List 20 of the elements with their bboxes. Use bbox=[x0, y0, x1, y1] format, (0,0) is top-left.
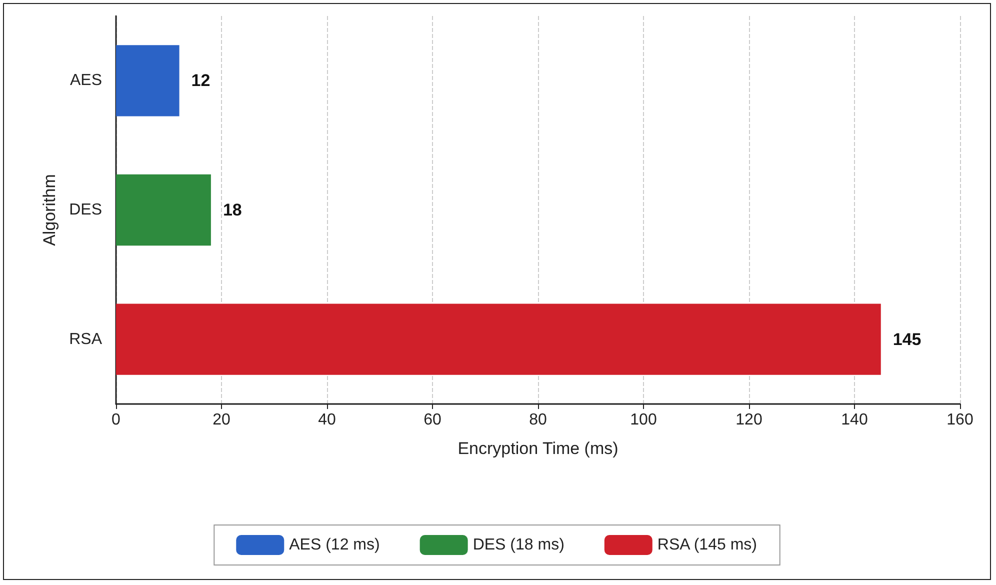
x-tick-label: 20 bbox=[212, 412, 230, 428]
x-tick-label: 80 bbox=[529, 412, 547, 428]
data-label: 12 bbox=[191, 71, 210, 90]
y-tick-label: AES bbox=[70, 72, 102, 90]
x-tick-label: 40 bbox=[318, 412, 336, 428]
x-tick-label: 140 bbox=[841, 412, 868, 428]
data-label: 145 bbox=[892, 330, 922, 349]
x-tick-label: 100 bbox=[630, 412, 657, 428]
legend-label: DES (18 ms) bbox=[472, 536, 564, 554]
y-tick-label: RSA bbox=[69, 330, 102, 348]
data-label: 18 bbox=[222, 200, 242, 220]
x-tick-label: 0 bbox=[112, 412, 121, 428]
x-tick-label: 120 bbox=[736, 412, 762, 428]
y-tick-label: DES bbox=[69, 202, 102, 218]
legend-label: AES (12 ms) bbox=[289, 536, 380, 554]
y-axis-title: Algorithm bbox=[40, 174, 59, 246]
x-tick-label: 60 bbox=[424, 412, 442, 428]
legend-label: RSA (145 ms) bbox=[657, 536, 757, 554]
x-tick-label: 160 bbox=[946, 412, 974, 428]
x-axis-title: Encryption Time (ms) bbox=[458, 439, 618, 458]
